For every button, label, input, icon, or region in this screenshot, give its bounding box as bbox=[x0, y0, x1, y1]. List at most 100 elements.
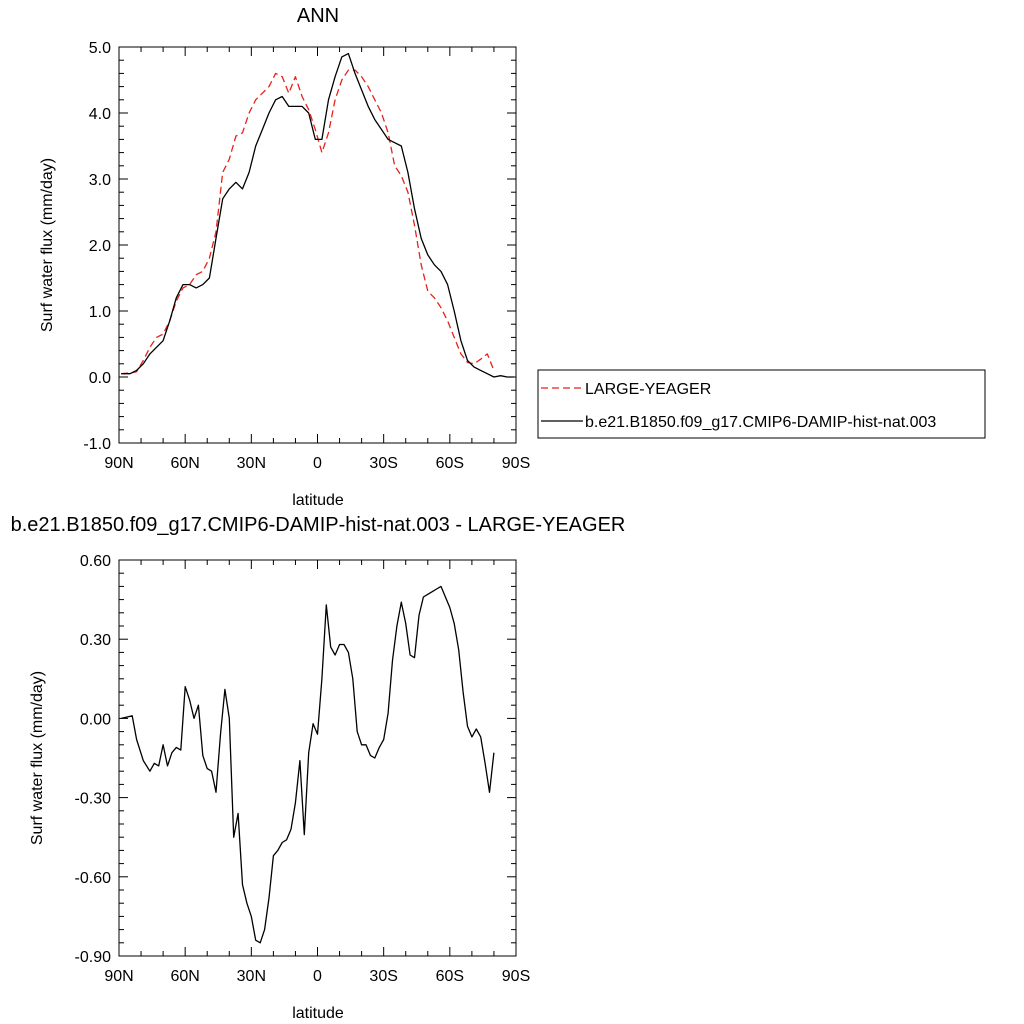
series-0-point bbox=[308, 109, 309, 110]
series-0-point bbox=[374, 758, 375, 759]
series-0-point bbox=[176, 747, 177, 748]
series-0-point bbox=[291, 829, 292, 830]
y-tick-label: -0.90 bbox=[75, 949, 112, 966]
series-1-point bbox=[209, 278, 210, 279]
series-0-point bbox=[251, 916, 252, 917]
series-0-point bbox=[322, 152, 323, 153]
series-0-point bbox=[401, 175, 402, 176]
x-tick-label: 60S bbox=[436, 968, 464, 985]
series-0-point bbox=[209, 258, 210, 259]
series-0-point bbox=[132, 715, 133, 716]
bottom-y-tick-labels: 0.60 0.30 0.00 -0.30 -0.60 -0.90 bbox=[75, 553, 112, 966]
series-1-point bbox=[189, 284, 190, 285]
series-0-point bbox=[397, 626, 398, 627]
series-0-point bbox=[262, 93, 263, 94]
series-0-point bbox=[494, 752, 495, 753]
series-0-point bbox=[143, 360, 144, 361]
series-1-point bbox=[169, 321, 170, 322]
series-1-point bbox=[229, 189, 230, 190]
series-0-point bbox=[368, 86, 369, 87]
series-1-point bbox=[216, 238, 217, 239]
series-1-point bbox=[494, 377, 495, 378]
series-0-point bbox=[277, 850, 278, 851]
series-0-point bbox=[392, 660, 393, 661]
series-0-point bbox=[410, 655, 411, 656]
y-tick-label: -0.30 bbox=[75, 791, 112, 808]
series-0-point bbox=[480, 737, 481, 738]
series-0-point bbox=[366, 744, 367, 745]
series-0-point bbox=[282, 842, 283, 843]
series-0-point bbox=[339, 644, 340, 645]
series-1-point bbox=[467, 360, 468, 361]
series-1-point bbox=[421, 238, 422, 239]
series-0-point bbox=[300, 760, 301, 761]
series-0-point bbox=[295, 803, 296, 804]
series-0-point bbox=[264, 929, 265, 930]
series-0-point bbox=[445, 597, 446, 598]
y-tick-label: -0.60 bbox=[75, 870, 112, 887]
series-1-point bbox=[388, 139, 389, 140]
series-0-point bbox=[315, 129, 316, 130]
series-1-point bbox=[322, 139, 323, 140]
series-0-point bbox=[348, 652, 349, 653]
series-1-point bbox=[487, 373, 488, 374]
series-0-point bbox=[167, 766, 168, 767]
series-0-point bbox=[401, 602, 402, 603]
series-0-point bbox=[189, 700, 190, 701]
series-0-point bbox=[288, 93, 289, 94]
x-tick-label: 30N bbox=[237, 455, 266, 472]
series-1-point bbox=[361, 90, 362, 91]
series-1-point bbox=[368, 106, 369, 107]
bottom-x-axis-label: latitude bbox=[292, 1005, 344, 1022]
series-0-point bbox=[474, 363, 475, 364]
series-1-point bbox=[255, 146, 256, 147]
bottom-series-group bbox=[121, 585, 495, 944]
y-tick-label: 1.0 bbox=[89, 304, 111, 321]
series-0-point bbox=[467, 726, 468, 727]
series-1-point bbox=[394, 142, 395, 143]
series-0-point bbox=[487, 354, 488, 355]
series-1-point bbox=[288, 106, 289, 107]
series-1-point bbox=[163, 340, 164, 341]
series-0-point bbox=[304, 834, 305, 835]
series-0-point bbox=[326, 605, 327, 606]
series-0-point bbox=[275, 73, 276, 74]
series-0-point bbox=[361, 744, 362, 745]
x-tick-label: 60S bbox=[436, 455, 464, 472]
series-0-point bbox=[194, 718, 195, 719]
series-0-point bbox=[136, 739, 137, 740]
series-0-point bbox=[286, 839, 287, 840]
series-0-point bbox=[202, 755, 203, 756]
series-0-point bbox=[238, 813, 239, 814]
x-tick-label: 90N bbox=[104, 968, 133, 985]
y-tick-label: 5.0 bbox=[89, 40, 111, 57]
series-0-point bbox=[136, 371, 137, 372]
bottom-ticks bbox=[118, 559, 517, 957]
x-tick-label: 30S bbox=[369, 455, 397, 472]
bottom-y-axis-label: Surf water flux (mm/day) bbox=[29, 671, 46, 845]
series-0-point bbox=[273, 855, 274, 856]
series-1-point bbox=[414, 208, 415, 209]
series-0-point bbox=[295, 76, 296, 77]
series-0-point bbox=[394, 165, 395, 166]
x-tick-label: 60N bbox=[170, 455, 199, 472]
series-0-point bbox=[427, 291, 428, 292]
series-0-point bbox=[225, 689, 226, 690]
series-1-point bbox=[262, 129, 263, 130]
series-1-point bbox=[328, 99, 329, 100]
series-0-point bbox=[156, 337, 157, 338]
series-1-point bbox=[269, 113, 270, 114]
series-0-point bbox=[172, 752, 173, 753]
series-0-point bbox=[260, 942, 261, 943]
series-1-point bbox=[222, 198, 223, 199]
series-1-point bbox=[447, 284, 448, 285]
series-1-point bbox=[348, 53, 349, 54]
bottom-x-tick-labels: 90N 60N 30N 0 30S 60S 90S bbox=[104, 968, 530, 985]
series-1-point bbox=[434, 264, 435, 265]
series-1-point bbox=[176, 297, 177, 298]
series-1-point bbox=[130, 373, 131, 374]
series-0-point bbox=[158, 766, 159, 767]
x-tick-label: 90S bbox=[502, 968, 530, 985]
legend-box bbox=[537, 369, 986, 439]
